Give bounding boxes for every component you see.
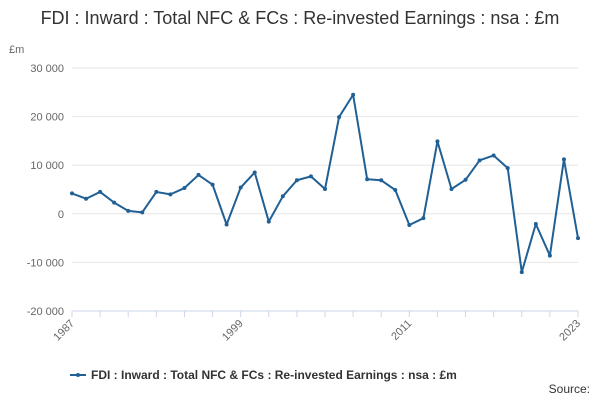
y-tick-label: 20 000 (30, 112, 64, 124)
legend-line-icon (70, 370, 86, 380)
data-point[interactable] (477, 158, 482, 163)
data-point[interactable] (421, 216, 426, 221)
x-tick-label: 1999 (220, 318, 246, 344)
x-tick-label: 1987 (51, 318, 77, 344)
y-tick-label: -20 000 (27, 306, 64, 318)
data-point[interactable] (407, 222, 412, 227)
data-point[interactable] (280, 194, 285, 199)
data-point[interactable] (266, 219, 271, 224)
data-point[interactable] (491, 153, 496, 158)
data-point[interactable] (393, 187, 398, 192)
data-point[interactable] (561, 157, 566, 162)
x-tick-label: 2011 (389, 318, 414, 343)
data-point[interactable] (196, 172, 201, 177)
data-point[interactable] (252, 170, 257, 175)
data-point[interactable] (435, 139, 440, 144)
data-point[interactable] (182, 186, 187, 191)
data-point[interactable] (294, 178, 299, 183)
grid-lines (72, 67, 578, 312)
data-point[interactable] (210, 182, 215, 187)
series (70, 92, 580, 275)
y-tick-label: 30 000 (30, 63, 64, 75)
data-point[interactable] (98, 189, 103, 194)
data-point[interactable] (379, 178, 384, 183)
chart-title: FDI : Inward : Total NFC & FCs : Re-inve… (40, 8, 560, 28)
data-point[interactable] (154, 189, 159, 194)
data-point[interactable] (308, 174, 313, 179)
y-tick-label: 0 (58, 209, 64, 221)
data-point[interactable] (126, 208, 131, 213)
data-point[interactable] (547, 253, 552, 258)
data-point[interactable] (140, 210, 145, 215)
data-point[interactable] (463, 177, 468, 182)
data-point[interactable] (449, 187, 454, 192)
data-point[interactable] (519, 270, 524, 275)
data-point[interactable] (238, 185, 243, 190)
legend-label: FDI : Inward : Total NFC & FCs : Re-inve… (91, 368, 457, 382)
data-point[interactable] (84, 196, 89, 201)
data-point[interactable] (576, 236, 580, 241)
data-point[interactable] (505, 166, 510, 171)
y-tick-label: -10 000 (27, 257, 64, 269)
data-point[interactable] (70, 191, 74, 196)
data-point[interactable] (168, 192, 173, 197)
legend[interactable]: FDI : Inward : Total NFC & FCs : Re-inve… (70, 365, 457, 385)
data-point[interactable] (533, 222, 538, 227)
y-tick-label: 10 000 (30, 160, 64, 172)
data-point[interactable] (351, 92, 356, 97)
data-point[interactable] (224, 222, 229, 227)
credits-source[interactable]: Source: (548, 382, 590, 396)
data-point[interactable] (112, 200, 117, 205)
y-axis-label: £m (9, 44, 24, 56)
data-point[interactable] (323, 187, 327, 192)
x-tick-label: 2023 (557, 318, 583, 344)
series-line[interactable] (71, 93, 579, 274)
data-point[interactable] (337, 115, 342, 120)
data-point[interactable] (365, 177, 370, 182)
